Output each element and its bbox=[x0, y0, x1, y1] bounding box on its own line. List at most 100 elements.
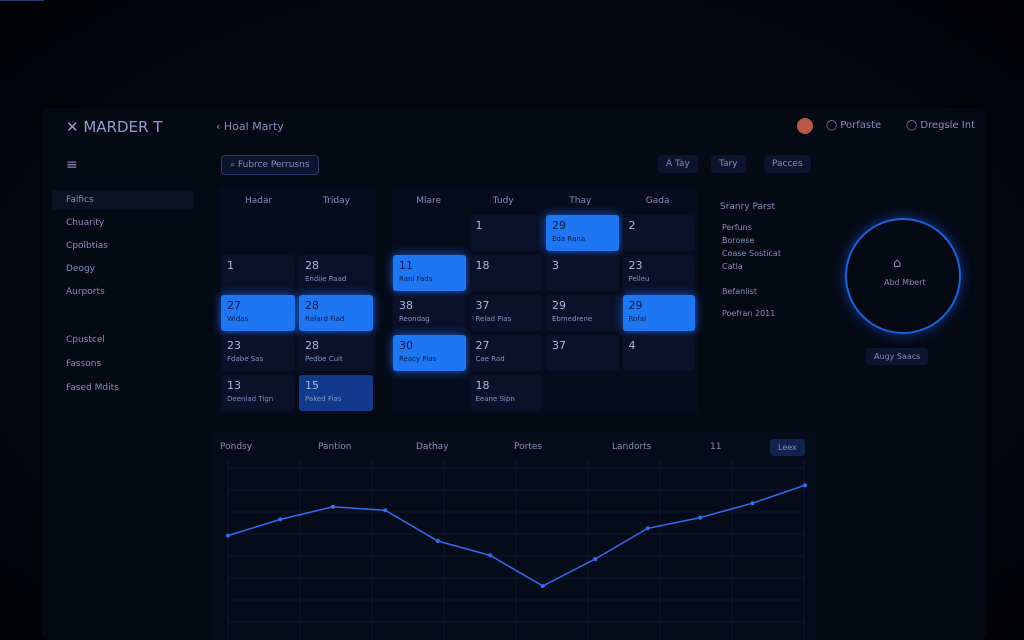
sidebar-item[interactable]: Fased Mdits bbox=[66, 383, 119, 393]
panel-item: Boroese bbox=[722, 236, 755, 245]
day-number: 1 bbox=[475, 219, 483, 232]
line-point bbox=[330, 504, 335, 509]
day-note: Eeane Sipn bbox=[475, 395, 515, 403]
day-number: 4 bbox=[628, 339, 636, 352]
day-cell[interactable]: 28 Rafard Fiad bbox=[299, 295, 373, 331]
search[interactable]: ⌕ Fubrce Perrusns bbox=[221, 155, 319, 175]
sidebar-item[interactable]: Falfics bbox=[66, 195, 94, 205]
day-note: Rofal bbox=[628, 315, 647, 323]
day-note: Pedbe Cuit bbox=[305, 355, 343, 363]
day-cell[interactable]: 23 Fdabe Sas bbox=[221, 335, 295, 371]
chart-tab[interactable]: Portes bbox=[514, 442, 543, 452]
day-cell[interactable]: 37 Relad Pias bbox=[469, 295, 542, 331]
upload-circle[interactable] bbox=[845, 218, 961, 334]
day-note: Reacy Pias bbox=[399, 355, 437, 363]
settings[interactable]: ◯ Dregsle Int bbox=[906, 120, 975, 131]
day-number: 28 bbox=[305, 259, 319, 272]
profile[interactable]: ◯ Porfaste bbox=[826, 120, 882, 131]
chart-tab[interactable]: Landorts bbox=[612, 442, 652, 452]
sidebar-item[interactable]: Fassons bbox=[66, 359, 102, 369]
day-header: Thay bbox=[569, 196, 592, 206]
day-cell[interactable]: 1 bbox=[469, 215, 542, 251]
day-number: 29 bbox=[628, 299, 643, 312]
day-note: Eda Rana bbox=[552, 235, 586, 243]
day-cell[interactable]: 29 Rofal bbox=[622, 295, 695, 331]
day-cell[interactable]: 13 Deenlad Tign bbox=[221, 375, 295, 411]
line-point bbox=[593, 557, 598, 561]
toolbar-button[interactable]: Tary bbox=[711, 155, 746, 173]
day-number: 23 bbox=[227, 339, 241, 352]
day-cell[interactable]: 37 bbox=[546, 335, 619, 371]
line-series bbox=[227, 484, 806, 587]
day-number: 23 bbox=[628, 259, 643, 272]
day-header: Triday bbox=[323, 196, 350, 206]
panel-title: Sranry Parst bbox=[720, 202, 775, 212]
day-cell[interactable]: 29 Eda Rana bbox=[546, 215, 619, 251]
sidebar-item[interactable]: Deogy bbox=[66, 264, 96, 274]
day-cell[interactable]: 23 Pelleu bbox=[622, 255, 695, 291]
chart-tab[interactable]: 11 bbox=[710, 442, 722, 452]
toolbar-button[interactable]: Pacces bbox=[764, 155, 811, 173]
panel-item: Catla bbox=[722, 262, 743, 271]
day-cell[interactable]: 2 bbox=[622, 215, 695, 251]
day-number: 27 bbox=[227, 299, 241, 312]
line-point bbox=[383, 508, 388, 513]
day-number: 2 bbox=[628, 219, 636, 232]
search-text: Fubrce Perrusns bbox=[237, 160, 310, 170]
day-note: Widas bbox=[227, 315, 249, 323]
day-note: Reondag bbox=[399, 315, 430, 323]
day-note: Rafard Fiad bbox=[305, 315, 345, 323]
chart-panel bbox=[210, 432, 816, 640]
day-cell[interactable]: 27 Widas bbox=[221, 295, 295, 331]
panel-item: Befanlist bbox=[722, 287, 757, 296]
brand: ✕ MARDER T bbox=[66, 118, 163, 136]
toolbar-button[interactable]: A Tay bbox=[658, 155, 698, 173]
back[interactable]: ‹ Hoal Marty bbox=[216, 120, 284, 133]
day-cell[interactable]: 11 Rani Fads bbox=[393, 255, 466, 291]
day-cell[interactable]: 4 bbox=[622, 335, 695, 371]
back-text: Hoal Marty bbox=[223, 120, 284, 133]
day-cell[interactable]: 18 Eeane Sipn bbox=[469, 375, 542, 411]
day-cell[interactable]: 30 Reacy Pias bbox=[393, 335, 466, 371]
day-cell[interactable]: 3 bbox=[546, 255, 619, 291]
sidebar-item[interactable]: Cpustcel bbox=[66, 335, 105, 345]
day-cell[interactable]: 27 Cae Rad bbox=[469, 335, 542, 371]
day-number: 27 bbox=[475, 339, 490, 352]
day-cell[interactable]: 29 Ebmedrene bbox=[546, 295, 619, 331]
avatar[interactable] bbox=[797, 118, 813, 134]
chart-tab[interactable]: Pondsy bbox=[220, 442, 253, 452]
circle-label: Abd Mbert bbox=[884, 278, 926, 287]
day-header: Mlare bbox=[416, 196, 442, 206]
day-number: 37 bbox=[475, 299, 490, 312]
sidebar-item[interactable]: Chuarity bbox=[66, 218, 105, 228]
panel-button[interactable]: Augy Saacs bbox=[866, 348, 929, 365]
chart-tab[interactable]: Dathay bbox=[416, 442, 449, 452]
day-number: 29 bbox=[552, 299, 566, 312]
sidebar-item[interactable]: Aurports bbox=[66, 287, 105, 297]
sidebar-active bbox=[52, 190, 194, 210]
day-cell[interactable]: 18 bbox=[469, 255, 542, 291]
menu-icon[interactable]: ≡ bbox=[66, 157, 78, 173]
day-note: Deenlad Tign bbox=[227, 395, 274, 403]
day-cell[interactable]: 28 Pedbe Cuit bbox=[299, 335, 373, 371]
day-cell[interactable]: 1 bbox=[221, 255, 295, 291]
day-note: Relad Pias bbox=[475, 315, 512, 323]
day-note: Cae Rad bbox=[475, 355, 505, 363]
day-cell[interactable]: 15 Paked Fias bbox=[299, 375, 373, 411]
day-number: 38 bbox=[399, 299, 413, 312]
day-note: Pelleu bbox=[628, 275, 650, 283]
day-cell[interactable]: 28 Endiie Raad bbox=[299, 255, 373, 291]
line-point bbox=[488, 553, 493, 558]
sidebar-divider bbox=[0, 0, 44, 1]
day-header: Hadar bbox=[245, 196, 273, 206]
chart-tab[interactable]: Pantion bbox=[318, 442, 352, 452]
day-number: 18 bbox=[475, 379, 490, 392]
chart-action[interactable]: Leex bbox=[770, 439, 805, 456]
day-number: 15 bbox=[305, 379, 319, 392]
day-number: 11 bbox=[399, 259, 413, 272]
day-cell[interactable]: 38 Reondag bbox=[393, 295, 466, 331]
line-point bbox=[435, 539, 440, 543]
sidebar-item[interactable]: Cpolbtias bbox=[66, 241, 108, 251]
day-number: 3 bbox=[552, 259, 559, 272]
